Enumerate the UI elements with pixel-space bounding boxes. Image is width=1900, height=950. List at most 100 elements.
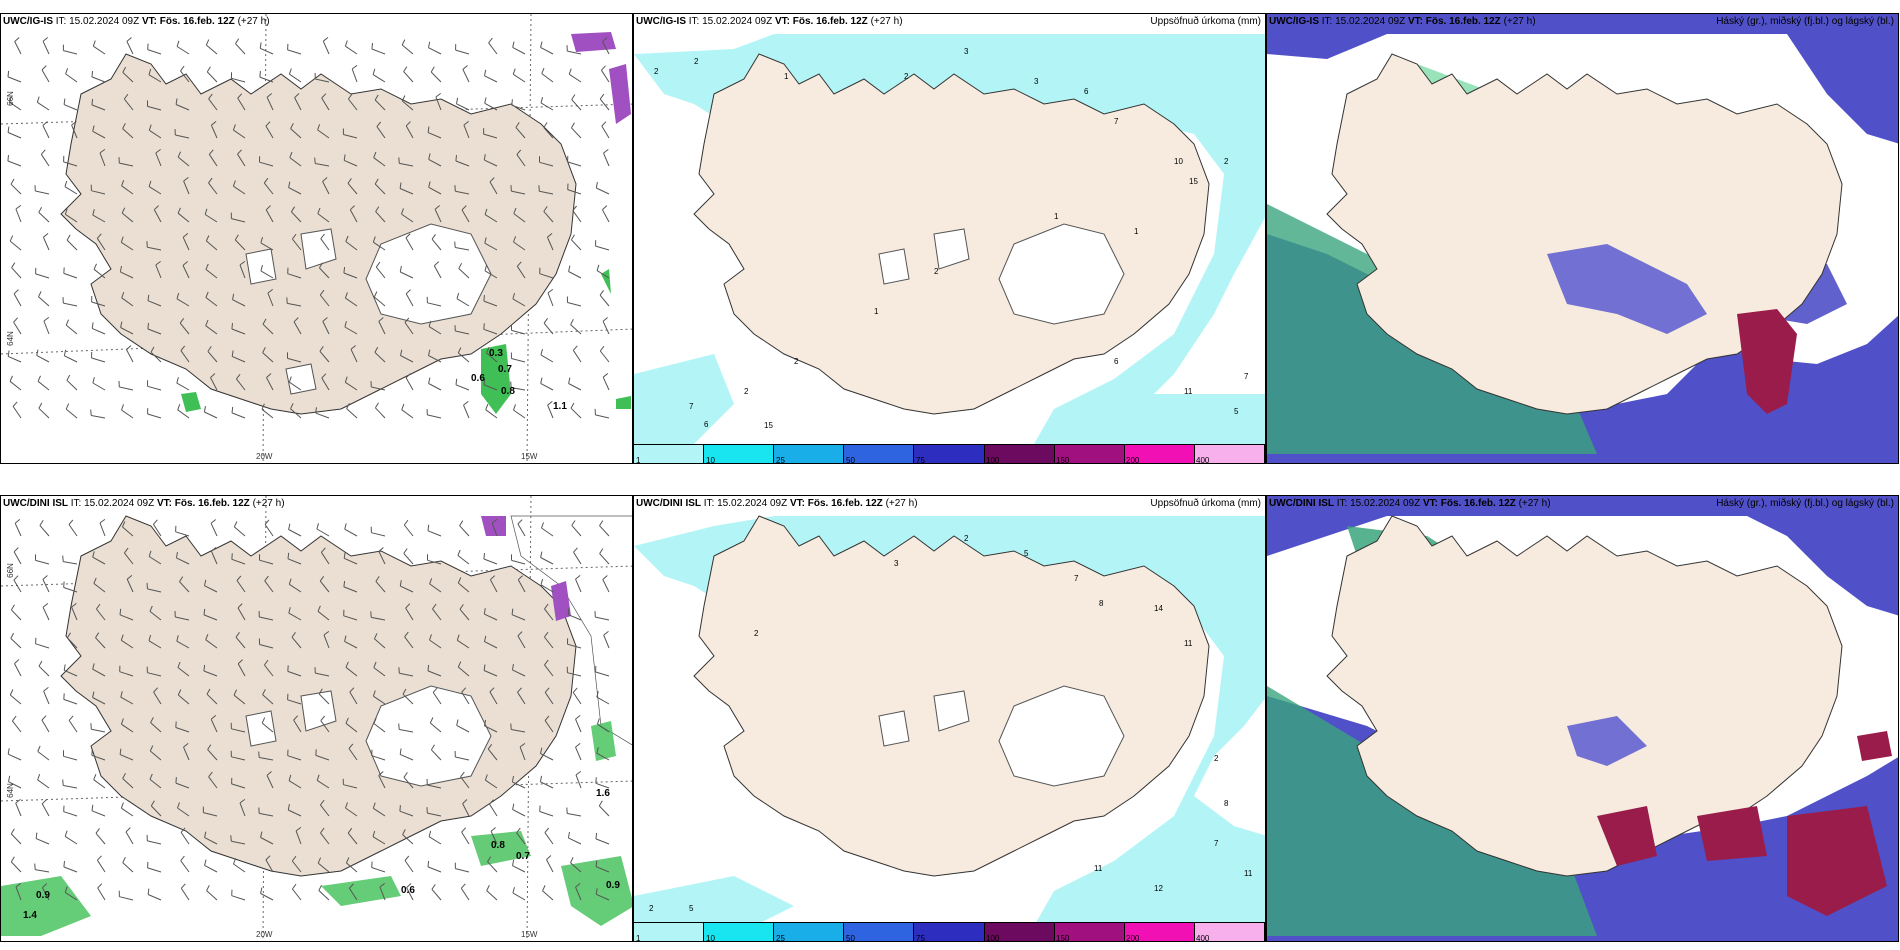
wind-barb-flag <box>41 715 47 721</box>
wind-barb <box>92 214 106 223</box>
wind-barb-flag <box>62 779 64 786</box>
wind-barb-flag <box>344 376 348 383</box>
wind-barb <box>511 559 526 565</box>
wind-barb-flag <box>345 661 349 668</box>
wind-barb <box>517 523 526 537</box>
wind-barb-flag <box>428 41 431 48</box>
wind-barb <box>237 607 246 621</box>
wind-barb <box>541 527 554 537</box>
wind-barb <box>463 404 470 419</box>
wind-barb-flag <box>7 748 10 755</box>
wind-barb <box>147 300 162 307</box>
wind-barb <box>602 579 610 593</box>
wind-barb <box>263 182 274 195</box>
wind-barb <box>544 692 554 705</box>
wind-barb <box>290 408 302 419</box>
wind-barb <box>180 70 190 83</box>
wind-barb <box>91 76 106 83</box>
precip-value: 5 <box>1234 407 1239 416</box>
wind-barb <box>320 238 330 251</box>
wind-barb <box>93 268 106 279</box>
wind-barb-flag <box>68 715 74 721</box>
wind-barb <box>601 125 610 139</box>
wind-barb <box>567 614 582 621</box>
wind-barb <box>457 582 470 593</box>
wind-barb-flag <box>97 883 103 889</box>
wind-barb-flag <box>319 346 324 352</box>
wind-barb <box>484 75 498 83</box>
wind-barb-flag <box>149 745 154 752</box>
wind-barb <box>459 525 470 537</box>
wind-barb-flag <box>431 234 436 240</box>
wind-barb-flag <box>36 96 40 103</box>
wind-barb <box>427 670 442 677</box>
cloud-low <box>1597 731 1892 916</box>
wind-barb <box>177 667 190 677</box>
wind-barb <box>10 833 22 845</box>
wind-barb <box>596 187 610 195</box>
wind-barb <box>265 125 274 139</box>
wind-barb-flag <box>291 883 297 890</box>
wind-barb <box>155 152 162 167</box>
wind-barb-flag <box>317 124 321 131</box>
wind-barb <box>372 74 386 83</box>
wind-barb-flag <box>64 208 68 215</box>
wind-barb <box>121 807 134 817</box>
wind-barb <box>567 161 582 167</box>
wind-barb-flag <box>180 65 185 72</box>
wind-barb <box>320 804 330 817</box>
wind-barb <box>343 159 358 167</box>
wind-barb <box>371 616 386 621</box>
wind-barb-flag <box>97 855 102 861</box>
wind-barb <box>63 302 78 307</box>
glaciers <box>245 685 492 787</box>
wind-barb <box>540 102 554 111</box>
wind-barb <box>483 133 498 139</box>
wind-barb <box>205 639 218 649</box>
wind-barb-flag <box>541 522 544 529</box>
wind-barb-flag <box>266 771 272 776</box>
wind-barb-flag <box>318 688 323 695</box>
cloud-map-panel-top: UWC/IG-IS IT: 15.02.2024 09Z VT: Fös. 16… <box>1266 13 1899 464</box>
wind-barb <box>319 267 330 279</box>
wind-barb-flag <box>428 181 431 188</box>
wind-barb <box>457 666 470 677</box>
wind-barb-flag <box>36 349 39 356</box>
wind-barb <box>603 634 610 649</box>
wind-barb <box>345 381 358 391</box>
wind-barb-flag <box>314 157 316 164</box>
wind-barb-flag <box>547 288 554 294</box>
wind-barb-flag <box>237 659 243 665</box>
wind-barb-flag <box>429 717 434 724</box>
wind-barb-flag <box>179 318 185 324</box>
wind-barb <box>345 241 358 251</box>
wind-barb-flag <box>66 374 71 381</box>
wind-barb-flag <box>153 205 159 211</box>
wind-barb <box>42 125 50 139</box>
wind-barb-flag <box>596 264 600 271</box>
wind-barb <box>261 722 274 733</box>
wind-barb-flag <box>123 93 129 100</box>
wind-barb-flag <box>399 182 402 189</box>
wind-barb-flag <box>345 235 349 242</box>
wind-barb-flag <box>96 233 102 239</box>
wind-barb <box>486 890 498 901</box>
wind-barb <box>92 130 106 139</box>
wind-barb <box>602 321 610 335</box>
wind-barb-flag <box>345 857 350 864</box>
wind-barb <box>345 807 358 817</box>
wind-barb-flag <box>42 603 49 608</box>
wind-barb <box>373 807 386 817</box>
wind-barb <box>231 412 246 419</box>
wind-barb <box>483 384 498 391</box>
wind-barb <box>210 124 218 139</box>
wind-barb <box>10 638 22 649</box>
wind-barb-flag <box>290 206 296 213</box>
wind-barb <box>235 636 246 649</box>
wind-barb <box>319 294 330 307</box>
wind-barb-flag <box>488 37 493 44</box>
wind-barb <box>403 524 414 537</box>
wind-value: 0.9 <box>36 890 50 901</box>
wind-barb <box>91 190 106 195</box>
wind-barb <box>124 552 134 565</box>
